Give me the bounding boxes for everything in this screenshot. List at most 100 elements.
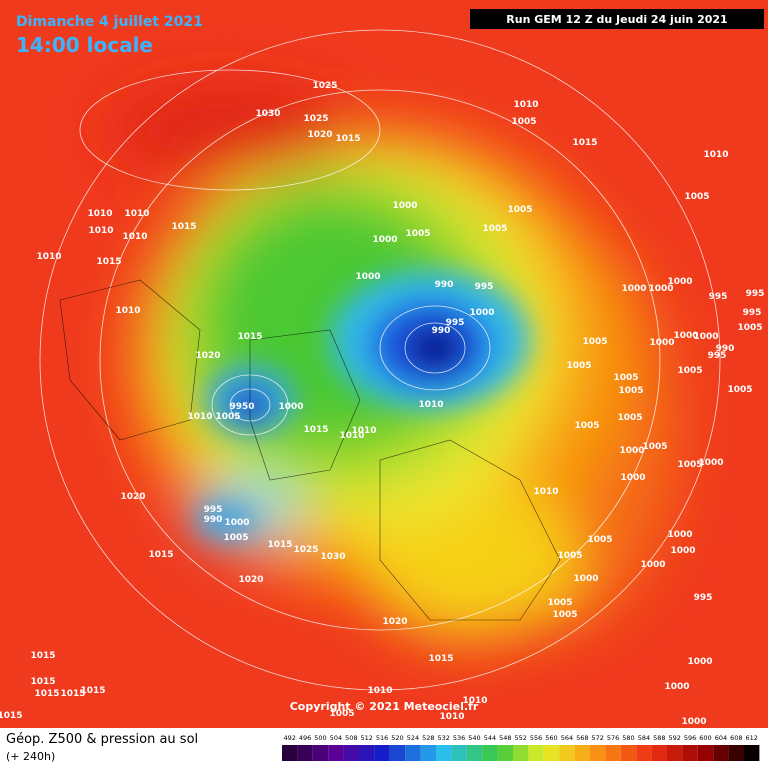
scale-label: 600 (699, 734, 711, 742)
pressure-label: 1000 (670, 546, 695, 556)
pressure-label: 1015 (335, 134, 360, 144)
scale-swatch (697, 745, 714, 761)
pressure-label: 1000 (648, 284, 673, 294)
pressure-label: 1015 (148, 550, 173, 560)
scale-label: 508 (345, 734, 357, 742)
pressure-label: 1005 (482, 224, 507, 234)
pressure-label: 990 (435, 280, 454, 290)
scale-swatch (436, 745, 452, 761)
pressure-label: 990 (432, 326, 451, 336)
scale-label: 564 (561, 734, 573, 742)
scale-label: 540 (468, 734, 480, 742)
scale-swatch (405, 745, 421, 761)
pressure-label: 1030 (320, 552, 345, 562)
pressure-label: 1005 (574, 421, 599, 431)
pressure-label: 1000 (693, 332, 718, 342)
pressure-label: 1010 (703, 150, 728, 160)
scale-swatch (728, 745, 744, 761)
pressure-label: 1010 (339, 431, 364, 441)
scale-label: 580 (622, 734, 634, 742)
scale-label: 492 (283, 734, 295, 742)
scale-swatch (466, 745, 483, 761)
pressure-label: 995 (709, 292, 728, 302)
scale-swatch (667, 745, 683, 761)
pressure-label: 1025 (303, 114, 328, 124)
pressure-label: 1000 (355, 272, 380, 282)
pressure-label: 9950 (229, 402, 254, 412)
pressure-label: 1010 (87, 209, 112, 219)
pressure-label: 1015 (0, 711, 23, 721)
scale-swatch (543, 745, 560, 761)
scale-label: 592 (668, 734, 680, 742)
pressure-label: 1000 (620, 473, 645, 483)
scale-label: 536 (453, 734, 465, 742)
pressure-label: 1005 (405, 229, 430, 239)
pressure-label: 1010 (36, 252, 61, 262)
pressure-label: 1020 (238, 575, 263, 585)
map-date: Dimanche 4 juillet 2021 (16, 14, 203, 30)
scale-label: 520 (391, 734, 403, 742)
pressure-label: 1005 (215, 412, 240, 422)
scale-swatch (636, 745, 652, 761)
pressure-label: 1005 (587, 535, 612, 545)
scale-label: 532 (437, 734, 449, 742)
scale-swatch (420, 745, 436, 761)
scale-swatch (559, 745, 575, 761)
pressure-label: 1000 (687, 657, 712, 667)
pressure-label: 995 (743, 308, 762, 318)
pressure-label: 1005 (552, 610, 577, 620)
pressure-label: 1000 (667, 277, 692, 287)
scale-label: 512 (360, 734, 372, 742)
pressure-label: 995 (694, 593, 713, 603)
scale-swatch (682, 745, 698, 761)
scale-swatch (482, 745, 498, 761)
scale-swatch (328, 745, 344, 761)
scale-label: 576 (607, 734, 619, 742)
pressure-label: 1005 (507, 205, 532, 215)
pressure-label: 1015 (428, 654, 453, 664)
scale-swatch (605, 745, 621, 761)
pressure-label: 1005 (677, 460, 702, 470)
scale-swatch (343, 745, 359, 761)
pressure-label: 1005 (727, 385, 752, 395)
pressure-label: 1000 (619, 446, 644, 456)
pressure-label: 1020 (382, 617, 407, 627)
legend: Géop. Z500 & pression au sol (+ 240h) 49… (0, 728, 768, 768)
scale-label: 500 (314, 734, 326, 742)
scale-label: 588 (653, 734, 665, 742)
scale-label: 584 (638, 734, 650, 742)
scale-label: 552 (514, 734, 526, 742)
scale-label: 572 (591, 734, 603, 742)
pressure-label: 1005 (642, 442, 667, 452)
pressure-label: 1010 (439, 712, 464, 722)
pressure-label: 990 (716, 344, 735, 354)
scale-label: 496 (299, 734, 311, 742)
pressure-label: 1005 (329, 709, 354, 719)
pressure-label: 1015 (34, 689, 59, 699)
scale-swatch (497, 745, 513, 761)
scale-label: 608 (730, 734, 742, 742)
scale-swatch (282, 745, 298, 761)
scale-swatch (590, 745, 606, 761)
pressure-label: 1010 (88, 226, 113, 236)
scale-label: 560 (545, 734, 557, 742)
scale-swatch (513, 745, 529, 761)
pressure-label: 1010 (124, 209, 149, 219)
pressure-label: 1015 (572, 138, 597, 148)
pressure-label: 1030 (255, 109, 280, 119)
pressure-label: 1010 (367, 686, 392, 696)
pressure-label: 1015 (96, 257, 121, 267)
pressure-label: 1005 (557, 551, 582, 561)
pressure-label: 1015 (237, 332, 262, 342)
map-time: 14:00 locale (16, 33, 153, 57)
scale-swatch (574, 745, 590, 761)
pressure-label: 1005 (547, 598, 572, 608)
pressure-label: 1005 (617, 413, 642, 423)
scale-label: 548 (499, 734, 511, 742)
pressure-label: 1015 (267, 540, 292, 550)
scale-swatch (359, 745, 375, 761)
pressure-label: 1000 (573, 574, 598, 584)
pressure-label: 1010 (187, 412, 212, 422)
pressure-label: 1000 (621, 284, 646, 294)
